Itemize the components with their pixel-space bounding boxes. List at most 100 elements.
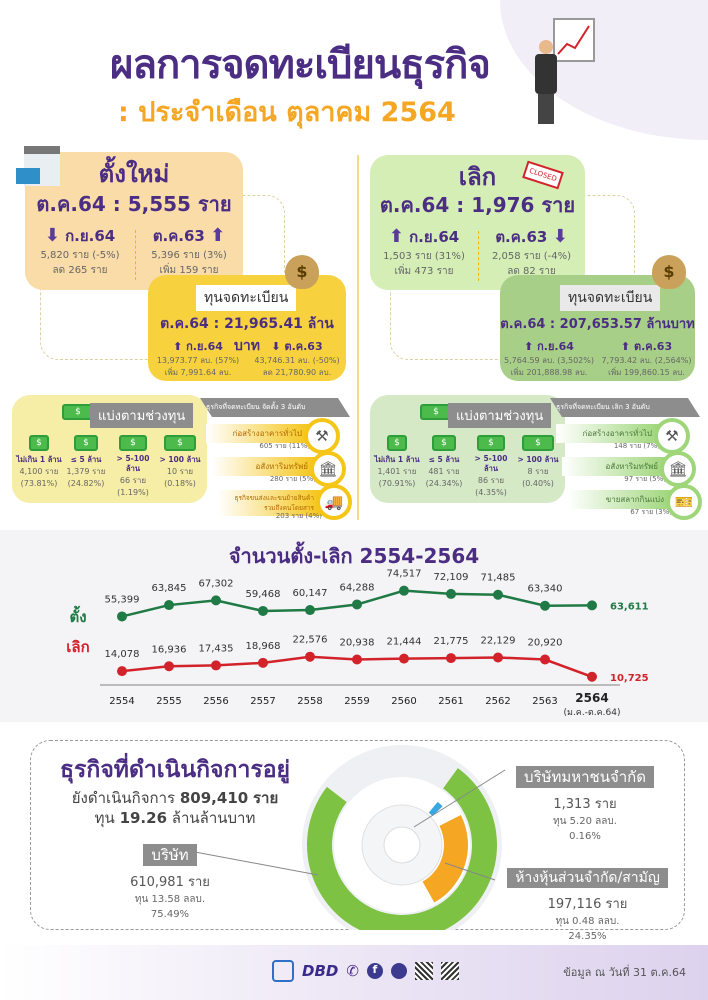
type-label: ห้างหุ้นส่วนจำกัด/สามัญ bbox=[507, 868, 668, 888]
new-top3: ธุรกิจที่จดทะเบียน จัดตั้ง 3 อันดับ ก่อสร… bbox=[200, 398, 355, 523]
top3-label: ก่อสร้างอาคารทั่วไป bbox=[556, 424, 660, 443]
value: 809,410 bbox=[179, 789, 249, 807]
twitter-icon[interactable] bbox=[390, 963, 407, 979]
range-label: ≤ 5 ล้าน bbox=[428, 455, 460, 464]
data-label: 20,920 bbox=[528, 638, 563, 649]
data-label: 21,444 bbox=[387, 637, 422, 648]
data-label: 21,775 bbox=[434, 636, 469, 647]
top3-label: อสังหาริมทรัพย์ bbox=[212, 457, 316, 476]
text: ราย bbox=[252, 789, 279, 807]
banknote-icon: $ bbox=[522, 435, 554, 451]
type-pct: 0.16% bbox=[569, 831, 601, 842]
active-line1: ยังดำเนินกิจการ 809,410 ราย bbox=[30, 786, 320, 810]
range-count: 4,100 ราย bbox=[19, 467, 59, 476]
data-label: 20,938 bbox=[340, 637, 375, 648]
label: ต.ค.63 bbox=[495, 228, 548, 246]
banknote-icon: $ bbox=[74, 435, 98, 451]
banknote-icon: $ bbox=[477, 435, 505, 451]
x-tick-label: 2554 bbox=[109, 696, 134, 707]
value: 5,764.59 ลบ. (3,502%) bbox=[504, 356, 594, 365]
building-icon bbox=[12, 142, 64, 190]
type-partnership: ห้างหุ้นส่วนจำกัด/สามัญ 197,116 ราย ทุน … bbox=[495, 867, 680, 944]
footer bbox=[0, 945, 708, 1000]
value: 2,058 ราย (-4%) bbox=[491, 251, 572, 262]
leader-line bbox=[444, 862, 496, 881]
data-point bbox=[352, 654, 362, 665]
type-label: บริษัท bbox=[143, 844, 197, 866]
data-point bbox=[211, 595, 221, 606]
top3-value: 203 ราย (4%) bbox=[275, 512, 322, 520]
data-point bbox=[258, 657, 268, 668]
closed-capital-panel: ทุนจดทะเบียน ต.ค.64 : 207,653.57 ล้านบาท… bbox=[500, 275, 695, 381]
label: ก.ย.64 bbox=[409, 228, 460, 246]
arrow-down-icon: ⬇ bbox=[552, 226, 568, 247]
data-point bbox=[493, 652, 503, 663]
value: เพิ่ม 159 ราย bbox=[159, 265, 219, 276]
facebook-icon[interactable]: f bbox=[366, 963, 383, 979]
range-item: $ ไม่เกิน 1 ล้าน 4,100 ราย (73.81%) bbox=[16, 430, 62, 490]
type-label: บริษัทมหาชนจำกัด bbox=[515, 766, 655, 788]
active-line2: ทุน 19.26 ล้านล้านบาท bbox=[30, 806, 320, 830]
new-main: ต.ค.64 : 5,555 ราย bbox=[36, 192, 232, 216]
top3-item: ขายสลากกินแบ่ง 67 ราย (3%) 🎫 bbox=[568, 484, 702, 520]
range-pct: (24.82%) bbox=[67, 479, 105, 488]
type-capital: ทุน 13.58 ลลบ. bbox=[134, 894, 206, 905]
top3-item: ก่อสร้างอาคารทั่วไป 148 ราย (7%) ⚒ bbox=[556, 418, 690, 454]
chart-section bbox=[0, 530, 708, 722]
data-point bbox=[117, 666, 127, 677]
data-label: 74,517 bbox=[387, 569, 422, 580]
closed-capital-main: ต.ค.64 : 207,653.57 ล้านบาท bbox=[500, 317, 695, 332]
range-item: $ > 100 ล้าน 8 ราย (0.40%) bbox=[515, 430, 561, 490]
range-label: > 5-100 ล้าน bbox=[474, 454, 508, 473]
dbd-logo: DBD bbox=[302, 962, 339, 980]
top3-item: ธุรกิจขนส่งและขนย้ายสินค้ารวมถึงคนโดยสาร… bbox=[218, 484, 352, 520]
capital-tag: ทุนจดทะเบียน bbox=[196, 285, 297, 311]
data-label: 63,611 bbox=[610, 601, 649, 612]
data-point bbox=[352, 599, 362, 610]
data-date: ข้อมูล ณ วันที่ 31 ต.ค.64 bbox=[563, 966, 686, 979]
top3-value: 148 ราย (7%) bbox=[613, 442, 660, 450]
value: 19.26 bbox=[119, 809, 168, 827]
arrow-down-icon: ⬇ bbox=[44, 225, 60, 246]
leader-line bbox=[413, 769, 506, 828]
data-point bbox=[399, 653, 409, 664]
x-tick-label: 2557 bbox=[250, 696, 275, 707]
range-label: > 100 ล้าน bbox=[517, 455, 559, 464]
range-label: ไม่เกิน 1 ล้าน bbox=[16, 455, 62, 464]
x-tick-label: 2561 bbox=[438, 696, 463, 707]
data-label: 67,302 bbox=[199, 578, 234, 589]
data-point bbox=[399, 585, 409, 596]
x-tick-label: 2560 bbox=[391, 696, 416, 707]
range-label: > 5-100 ล้าน bbox=[116, 454, 150, 473]
x-tick-label: 2556 bbox=[203, 696, 228, 707]
chart-title: จำนวนตั้ง-เลิก 2554-2564 bbox=[228, 544, 480, 568]
value: 5,396 ราย (3%) bbox=[151, 250, 227, 261]
top3-value: 67 ราย (3%) bbox=[630, 508, 672, 516]
type-company: บริษัท 610,981 ราย ทุน 13.58 ลลบ. 75.49% bbox=[90, 843, 250, 922]
x-tick-label: 2562 bbox=[485, 696, 510, 707]
data-label: 17,435 bbox=[199, 643, 234, 654]
page-title: ผลการจดทะเบียนธุรกิจ bbox=[110, 42, 491, 88]
type-count: 1,313 ราย bbox=[553, 797, 617, 812]
data-label: 10,725 bbox=[610, 673, 649, 684]
range-pct: (0.18%) bbox=[164, 479, 196, 488]
range-pct: (0.40%) bbox=[522, 479, 554, 488]
construction-icon: ⚒ bbox=[654, 418, 690, 454]
data-point bbox=[305, 605, 315, 616]
range-label: > 100 ล้าน bbox=[159, 455, 201, 464]
value: เพิ่ม 199,860.15 ลบ. bbox=[608, 368, 685, 377]
top3-value: 97 ราย (5%) bbox=[624, 475, 666, 483]
type-public: บริษัทมหาชนจำกัด 1,313 ราย ทุน 5.20 ลลบ.… bbox=[505, 765, 665, 844]
page-subtitle: : ประจำเดือน ตุลาคม 2564 bbox=[118, 97, 456, 128]
type-count: 610,981 ราย bbox=[130, 875, 210, 890]
text: ยังดำเนินกิจการ bbox=[71, 789, 176, 807]
capital-tag: ทุนจดทะเบียน bbox=[560, 285, 661, 311]
label: ก.ย.64 bbox=[186, 340, 223, 353]
value: 1,503 ราย (31%) bbox=[383, 251, 465, 262]
money-bag-icon: $ bbox=[285, 255, 319, 289]
data-label: 22,129 bbox=[481, 635, 516, 646]
top3-item: ก่อสร้างอาคารทั่วไป 605 ราย (11%) ⚒ bbox=[206, 418, 340, 454]
data-label: 16,936 bbox=[152, 644, 187, 655]
x-tick-note: (ม.ค.-ต.ค.64) bbox=[564, 708, 621, 718]
top3-item: อสังหาริมทรัพย์ 97 ราย (5%) 🏛 bbox=[562, 451, 696, 487]
